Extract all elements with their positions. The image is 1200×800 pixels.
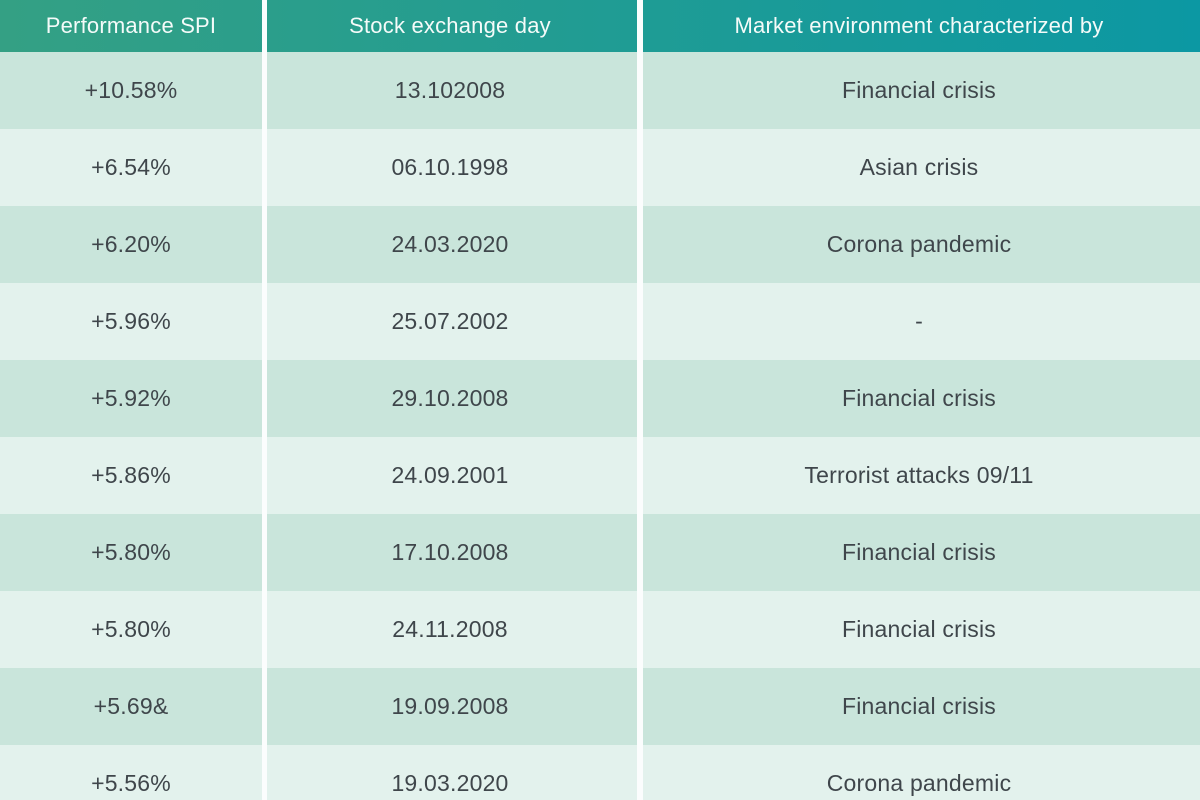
- date-value: 13.102008: [394, 77, 506, 103]
- table-row: +5.92% 29.10.2008 Financial crisis: [0, 360, 1200, 437]
- column-header-market-environment: Market environment characterized by: [734, 13, 1104, 38]
- date-value: 24.03.2020: [391, 231, 509, 257]
- table-row: +5.69& 19.09.2008 Financial crisis: [0, 668, 1200, 745]
- column-header-stock-exchange-day: Stock exchange day: [349, 13, 551, 38]
- date-value: 06.10.1998: [391, 154, 509, 180]
- performance-value: +10.58%: [84, 77, 178, 103]
- table-row: +5.80% 24.11.2008 Financial crisis: [0, 591, 1200, 668]
- performance-value: +5.86%: [91, 462, 171, 488]
- market-environment-value: Financial crisis: [841, 385, 996, 411]
- table-row: +6.54% 06.10.1998 Asian crisis: [0, 129, 1200, 206]
- market-environment-value: Terrorist attacks 09/11: [804, 462, 1034, 488]
- date-value: 19.09.2008: [391, 693, 509, 719]
- performance-value: +5.96%: [91, 308, 171, 334]
- market-environment-value: Corona pandemic: [826, 231, 1012, 257]
- date-value: 24.09.2001: [391, 462, 509, 488]
- performance-value: +5.80%: [91, 616, 171, 642]
- date-value: 19.03.2020: [391, 770, 509, 796]
- performance-value: +5.69&: [93, 693, 169, 719]
- column-header-performance-spi: Performance SPI: [45, 13, 217, 38]
- table-header: Performance SPI Stock exchange day Marke…: [0, 0, 1200, 52]
- date-value: 24.11.2008: [392, 616, 508, 642]
- table-row: +6.20% 24.03.2020 Corona pandemic: [0, 206, 1200, 283]
- table-row: +10.58% 13.102008 Financial crisis: [0, 52, 1200, 129]
- table-body: +10.58% 13.102008 Financial crisis +6.54% 06…: [0, 52, 1200, 800]
- table-row: +5.56% 19.03.2020 Corona pandemic: [0, 745, 1200, 800]
- performance-value: +5.80%: [91, 539, 171, 565]
- market-environment-value: Financial crisis: [841, 616, 996, 642]
- performance-value: +6.54%: [91, 154, 171, 180]
- table-row: +5.80% 17.10.2008 Financial crisis: [0, 514, 1200, 591]
- date-value: 25.07.2002: [391, 308, 509, 334]
- market-environment-value: Corona pandemic: [826, 770, 1012, 796]
- performance-value: +5.92%: [91, 385, 171, 411]
- date-value: 29.10.2008: [391, 385, 509, 411]
- market-environment-value: Asian crisis: [859, 154, 979, 180]
- date-value: 17.10.2008: [391, 539, 509, 565]
- performance-value: +6.20%: [91, 231, 171, 257]
- market-environment-value: Financial crisis: [841, 693, 996, 719]
- performance-value: +5.56%: [91, 770, 171, 796]
- table-row: +5.86% 24.09.2001 Terrorist attacks 09/11: [0, 437, 1200, 514]
- market-environment-value: -: [915, 308, 923, 334]
- market-environment-value: Financial crisis: [841, 539, 996, 565]
- table-row: +5.96% 25.07.2002 -: [0, 283, 1200, 360]
- market-environment-value: Financial crisis: [841, 77, 996, 103]
